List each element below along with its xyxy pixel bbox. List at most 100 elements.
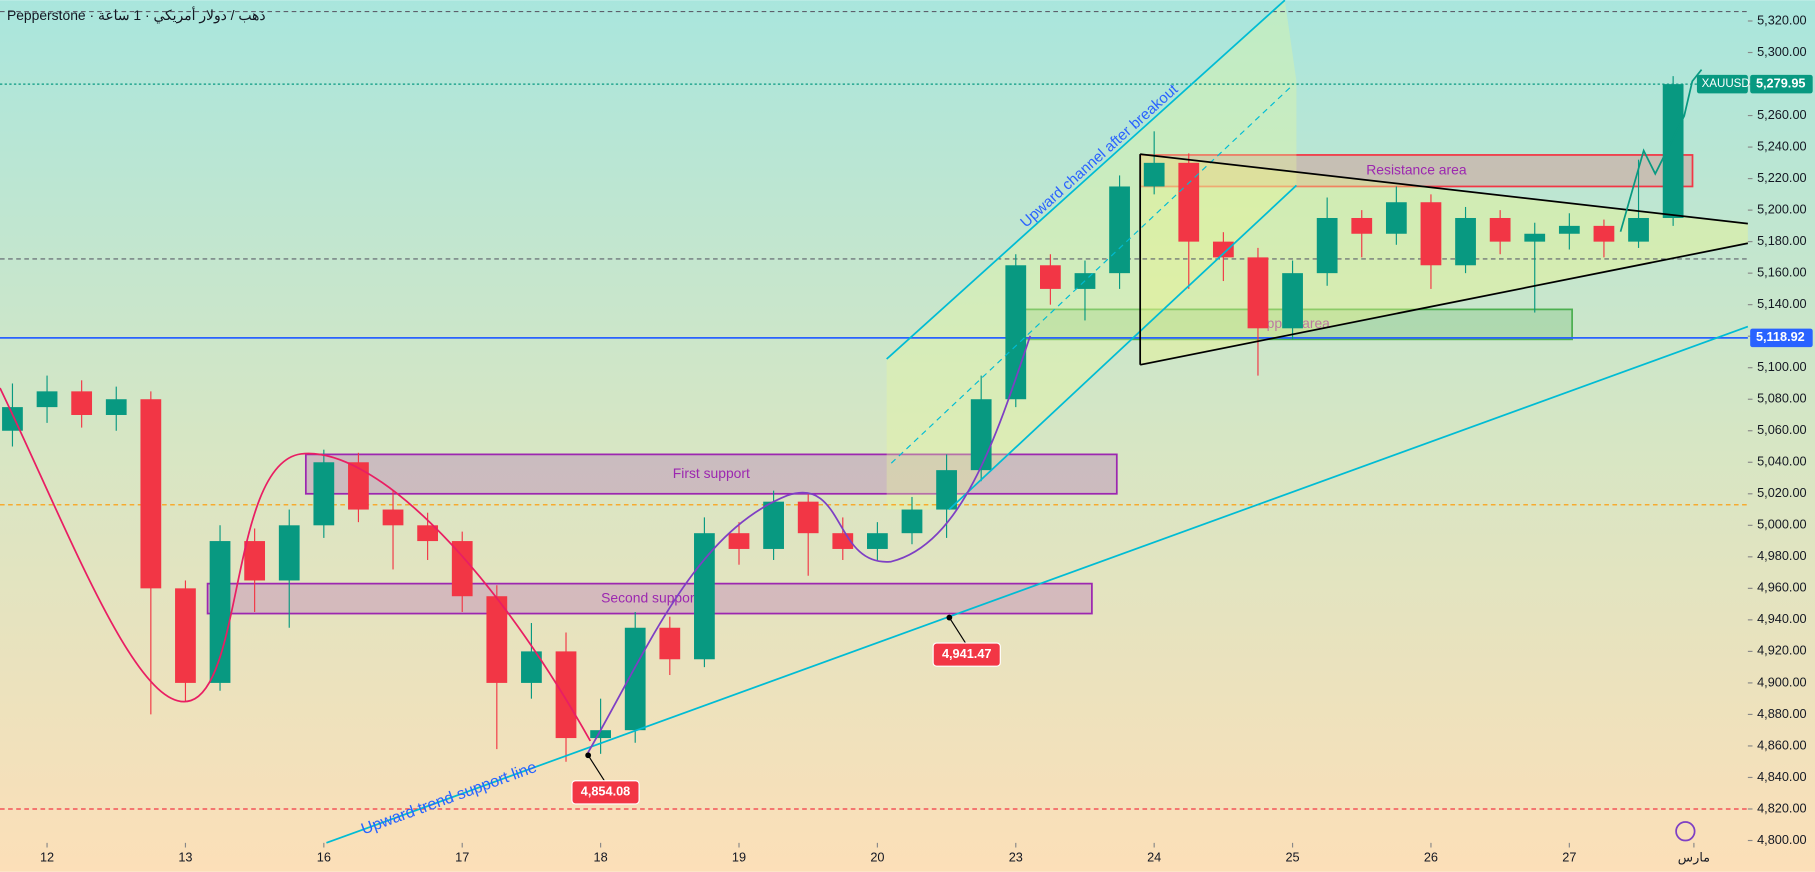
candle-body — [209, 541, 231, 683]
candle-body — [486, 596, 508, 683]
x-tick-label: 27 — [1562, 849, 1576, 864]
candle-body — [1558, 225, 1580, 234]
candle-body — [313, 462, 335, 526]
y-tick-label: 5,320.00 — [1757, 12, 1807, 27]
y-tick-label: 4,980.00 — [1757, 548, 1807, 563]
y-tick-label: 5,140.00 — [1757, 296, 1807, 311]
x-tick-label: 24 — [1147, 849, 1161, 864]
channel-upper — [886, 0, 1286, 360]
y-tick-label: 5,300.00 — [1757, 44, 1807, 59]
candle-body — [936, 470, 957, 510]
callout-leader — [948, 617, 967, 644]
y-tick-label: 4,800.00 — [1757, 832, 1807, 847]
price-tag-label: 5,118.92 — [1756, 329, 1805, 344]
callout-point — [585, 752, 592, 759]
candle-body — [555, 651, 577, 739]
channel-mid — [890, 86, 1292, 464]
x-tick-label: مارس — [1678, 849, 1710, 865]
candle-body — [36, 391, 58, 408]
candle-body — [1628, 217, 1649, 242]
candle-body — [867, 533, 888, 549]
candle-body — [382, 509, 404, 526]
y-tick-label: 5,260.00 — [1757, 107, 1807, 122]
y-tick-label: 4,880.00 — [1757, 706, 1807, 721]
candle-body — [1385, 202, 1407, 234]
wave-curve — [587, 335, 1032, 754]
candle-body — [1109, 186, 1130, 274]
callout-box — [932, 642, 1001, 667]
candle-body — [521, 651, 542, 683]
candle-body — [970, 399, 992, 471]
candle-body — [417, 525, 439, 542]
y-tick-label: 5,100.00 — [1757, 359, 1807, 374]
zone — [1139, 154, 1694, 188]
x-tick-label: 12 — [40, 849, 54, 864]
replay-icon[interactable] — [1675, 821, 1696, 842]
candle-body — [1212, 241, 1234, 258]
candle-body — [590, 730, 611, 739]
triangle — [1139, 153, 1749, 366]
x-tick-label: 19 — [732, 849, 746, 864]
price-tag-label: 5,279.95 — [1756, 75, 1806, 90]
candle-body — [451, 541, 473, 597]
wave-curve — [0, 387, 592, 742]
candle-body — [71, 391, 93, 415]
candle-body — [1143, 162, 1165, 187]
y-tick-label: 4,960.00 — [1757, 580, 1807, 595]
y-tick-label: 5,020.00 — [1757, 485, 1807, 500]
price-tag — [1750, 328, 1813, 348]
candle-body — [348, 462, 369, 510]
y-tick-label: 4,920.00 — [1757, 643, 1807, 658]
symbol-header: Pepperstone · ذهب / دولار أمريكي · 1 ساع… — [7, 5, 266, 24]
x-tick-label: 23 — [1009, 849, 1023, 864]
zone-label: Second support — [601, 589, 698, 605]
y-tick-label: 5,040.00 — [1757, 454, 1807, 469]
candle-body — [1282, 273, 1303, 329]
y-tick-label: 4,860.00 — [1757, 737, 1807, 752]
candle-body — [1455, 217, 1476, 266]
y-tick-label: 5,220.00 — [1757, 170, 1807, 185]
candle-body — [1524, 233, 1546, 242]
candle-body — [1351, 217, 1373, 234]
x-tick-label: 26 — [1424, 849, 1438, 864]
x-tick-label: 25 — [1285, 849, 1299, 864]
y-tick-label: 4,900.00 — [1757, 674, 1807, 689]
candle-body — [624, 627, 646, 731]
candle-body — [105, 399, 127, 415]
y-tick-label: 5,060.00 — [1757, 422, 1807, 437]
candle-body — [1039, 265, 1061, 289]
candle-body — [1420, 202, 1442, 266]
y-tick-label: 5,240.00 — [1757, 138, 1807, 153]
y-tick-label: 4,820.00 — [1757, 800, 1807, 815]
zone-label: Resistance area — [1366, 161, 1467, 177]
channel-lower — [948, 184, 1298, 511]
y-tick-label: 5,160.00 — [1757, 265, 1807, 280]
symbol-tag — [1696, 74, 1748, 94]
candle-body — [278, 525, 300, 581]
projection-arrow — [1619, 69, 1703, 232]
x-tick-label: 16 — [317, 849, 331, 864]
y-tick-label: 5,080.00 — [1757, 391, 1807, 406]
callout-leader — [587, 754, 605, 782]
candle-body — [1662, 84, 1684, 218]
x-tick-label: 17 — [455, 849, 469, 864]
price-tag — [1750, 74, 1813, 94]
callout-label: 4,854.08 — [581, 784, 631, 799]
candle-body — [2, 407, 23, 431]
candle-body — [1247, 257, 1269, 329]
y-tick-label: 5,180.00 — [1757, 233, 1807, 248]
candle-body — [1316, 217, 1338, 274]
candle-body — [763, 501, 784, 549]
candle-body — [901, 509, 923, 534]
x-tick-label: 20 — [870, 849, 884, 864]
trend-support-line — [326, 325, 1749, 844]
channel-fill — [886, 0, 1297, 510]
y-tick-label: 5,000.00 — [1757, 517, 1807, 532]
x-tick-label: 18 — [594, 849, 608, 864]
callout-label: 4,941.47 — [942, 646, 992, 661]
candle-body — [175, 588, 196, 683]
symbol-tag-label: XAUUSD — [1702, 78, 1750, 90]
zone — [206, 582, 1093, 615]
